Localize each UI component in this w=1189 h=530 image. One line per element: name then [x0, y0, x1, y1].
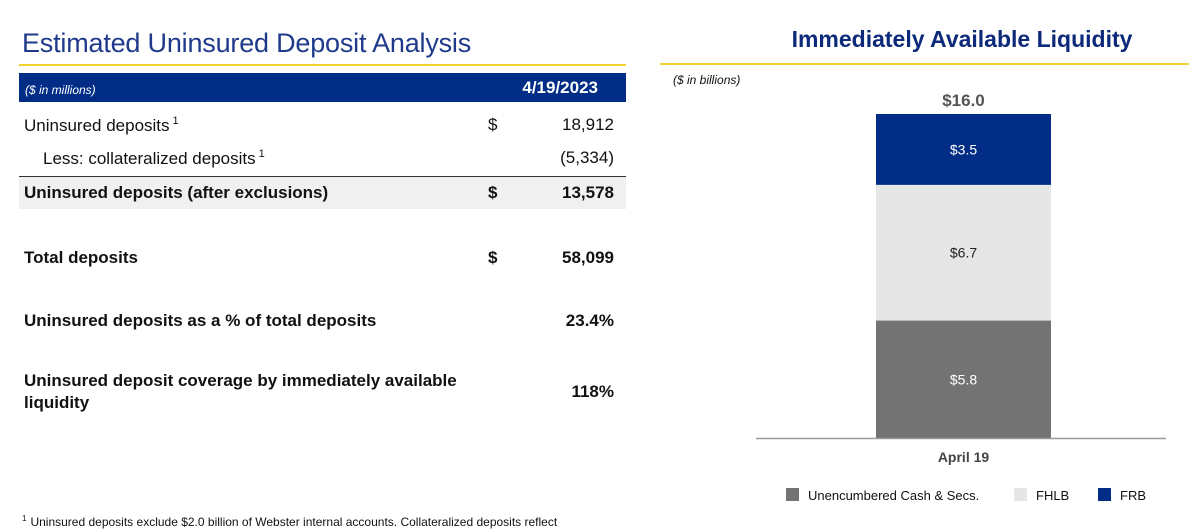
footnote-marker: 1	[258, 148, 265, 160]
row-value: 13,578	[562, 183, 614, 202]
row-uninsured-after-exclusions: Uninsured deposits (after exclusions) $ …	[19, 176, 626, 209]
row-collateralized-deposits: Less: collateralized deposits 1 (5,334)	[19, 148, 626, 170]
segment-value-label: $6.7	[950, 245, 977, 261]
footnote-marker: 1	[172, 115, 179, 127]
title-underline	[19, 64, 626, 66]
row-value: 23.4%	[565, 311, 614, 330]
row-label: Uninsured deposits as a % of total depos…	[24, 311, 377, 330]
bar-total-label: $16.0	[942, 91, 985, 110]
row-value: 118%	[571, 382, 614, 401]
legend-label: FRB	[1120, 488, 1146, 503]
row-value: 58,099	[562, 248, 614, 267]
table-date-header: 4/19/2023	[522, 78, 598, 97]
row-value: 18,912	[562, 115, 614, 134]
row-label: Less: collateralized deposits	[43, 149, 256, 168]
row-label: Uninsured deposit coverage by immediatel…	[24, 371, 457, 412]
row-uninsured-deposits: Uninsured deposits 1 $ 18,912	[19, 115, 626, 137]
row-value: (5,334)	[560, 148, 614, 167]
segment-value-label: $5.8	[950, 371, 977, 387]
bar-segment-fhlb	[876, 184, 1051, 321]
footnote-text: Uninsured deposits exclude $2.0 billion …	[30, 515, 558, 529]
table-unit-note: ($ in millions)	[25, 83, 96, 97]
chart-title-underline	[660, 63, 1189, 65]
table-title: Estimated Uninsured Deposit Analysis	[22, 28, 472, 58]
table-header-bar: ($ in millions) 4/19/2023	[19, 73, 626, 102]
row-label: Total deposits	[24, 248, 138, 267]
segment-value-label: $3.5	[950, 141, 977, 157]
row-label: Uninsured deposits (after exclusions)	[24, 183, 329, 202]
legend-label: FHLB	[1036, 488, 1070, 503]
legend-swatch-cash	[786, 488, 799, 501]
footnote-marker: 1	[22, 514, 27, 523]
currency-symbol: $	[488, 248, 498, 267]
currency-symbol: $	[488, 183, 498, 202]
x-tick-label: April 19	[938, 449, 990, 465]
row-coverage: Uninsured deposit coverage by immediatel…	[19, 370, 626, 416]
currency-symbol: $	[488, 115, 498, 134]
row-uninsured-pct: Uninsured deposits as a % of total depos…	[19, 311, 626, 333]
legend-swatch-fhlb	[1014, 488, 1027, 501]
row-total-deposits: Total deposits $ 58,099	[19, 248, 626, 270]
legend-label: Unencumbered Cash & Secs.	[808, 488, 980, 503]
legend-swatch-frb	[1098, 488, 1111, 501]
footnote: 1 Uninsured deposits exclude $2.0 billion…	[22, 514, 557, 529]
row-label: Uninsured deposits	[24, 116, 170, 135]
stacked-bar-chart: $5.8 $6.7 $3.5 $16.0 April 19	[756, 91, 1166, 465]
bar-segment-frb	[876, 114, 1051, 185]
chart-title: Immediately Available Liquidity	[791, 26, 1133, 52]
chart-unit-note: ($ in billions)	[673, 73, 741, 87]
bar-segment-unencumbered-cash-secs	[876, 320, 1051, 438]
